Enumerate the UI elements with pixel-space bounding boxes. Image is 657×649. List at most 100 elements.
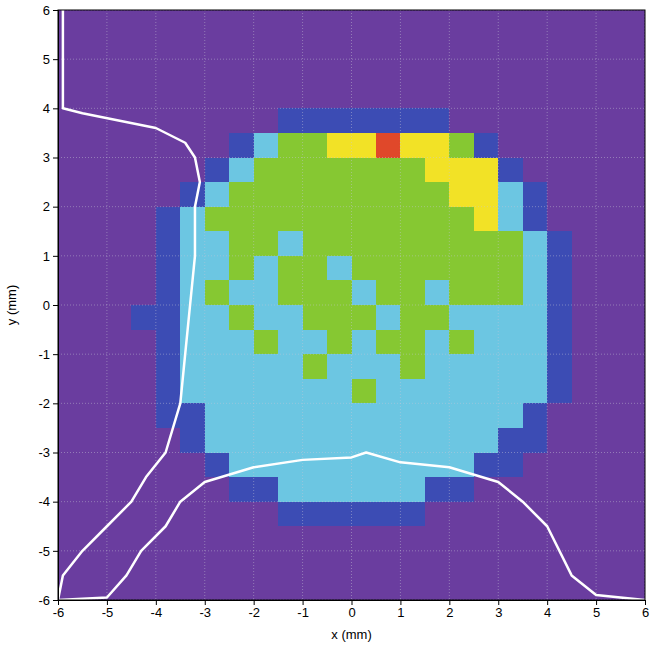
heatmap-cell [156, 354, 181, 379]
heatmap-cell [376, 280, 401, 305]
heatmap-cell [498, 207, 523, 232]
heatmap-cell [400, 502, 425, 527]
heatmap-cell [327, 158, 352, 183]
heatmap-cell [376, 10, 401, 35]
heatmap-cell [303, 403, 328, 428]
heatmap-cell [352, 280, 377, 305]
heatmap-cell [352, 231, 377, 256]
heatmap-cell [425, 231, 450, 256]
heatmap-cell [303, 35, 328, 60]
heatmap-cell [107, 256, 132, 281]
heatmap-cell [474, 84, 499, 109]
grid-line [58, 255, 645, 256]
heatmap-cell [376, 305, 401, 330]
heatmap-cell [180, 526, 205, 551]
heatmap-cell [278, 182, 303, 207]
heatmap-cell [425, 428, 450, 453]
heatmap-cell [596, 305, 621, 330]
heatmap-cell [327, 502, 352, 527]
heatmap-cell [107, 354, 132, 379]
heatmap-cell [449, 551, 474, 576]
tick: 1 [397, 600, 404, 620]
tick: -1 [297, 600, 309, 620]
heatmap-cell [352, 477, 377, 502]
heatmap-cell [303, 108, 328, 133]
heatmap-cell [572, 10, 597, 35]
heatmap-cell [303, 551, 328, 576]
heatmap-cell [229, 182, 254, 207]
tick: 1 [43, 248, 58, 263]
tick: 0 [43, 298, 58, 313]
heatmap-cell [254, 10, 279, 35]
heatmap-cell [278, 453, 303, 478]
heatmap-cell [547, 59, 572, 84]
heatmap-cell [229, 207, 254, 232]
heatmap-cell [278, 84, 303, 109]
heatmap-cell [131, 453, 156, 478]
heatmap-cell [254, 207, 279, 232]
heatmap-cell [400, 158, 425, 183]
heatmap-cell [327, 108, 352, 133]
heatmap-cell [621, 59, 645, 84]
heatmap-cell [474, 231, 499, 256]
heatmap-cell [425, 305, 450, 330]
tick-label: -2 [248, 605, 260, 620]
heatmap-cell [449, 428, 474, 453]
heatmap-cell [596, 231, 621, 256]
heatmap-cell [449, 280, 474, 305]
heatmap-cell [58, 182, 83, 207]
heatmap-cell [547, 305, 572, 330]
y-axis: -6-5-4-3-2-10123456 [38, 3, 58, 608]
heatmap-cell [596, 182, 621, 207]
tick-mark [53, 108, 58, 109]
heatmap-cell [205, 379, 230, 404]
heatmap-cell [400, 207, 425, 232]
heatmap-cell [572, 403, 597, 428]
heatmap-cell [572, 453, 597, 478]
heatmap-cell [572, 207, 597, 232]
heatmap-cell [547, 354, 572, 379]
heatmap-cell [254, 59, 279, 84]
plot-area [58, 10, 645, 600]
tick-label: -2 [38, 396, 50, 411]
heatmap-cell [352, 84, 377, 109]
grid [58, 10, 645, 600]
heatmap-cell [400, 133, 425, 158]
heatmap-cell [547, 158, 572, 183]
heatmap-cell [596, 526, 621, 551]
heatmap-cell [180, 428, 205, 453]
tick: 6 [43, 3, 58, 18]
heatmap-cell [596, 207, 621, 232]
heatmap-cell [107, 305, 132, 330]
tick-label: -5 [102, 605, 114, 620]
heatmap-cell [156, 280, 181, 305]
tick-mark [53, 305, 58, 306]
heatmap-cell [425, 84, 450, 109]
heatmap-cell [327, 477, 352, 502]
heatmap-cell [400, 354, 425, 379]
heatmap-cell [425, 280, 450, 305]
heatmap-cell [449, 158, 474, 183]
heatmap-cell [205, 403, 230, 428]
heatmap-cell [131, 428, 156, 453]
heatmap-cell [58, 502, 83, 527]
heatmap-cell [572, 280, 597, 305]
heatmap-cell [474, 207, 499, 232]
heatmap-cell [303, 84, 328, 109]
heatmap-cell [156, 477, 181, 502]
x-axis-title: x (mm) [331, 627, 371, 642]
heatmap-cell [596, 108, 621, 133]
heatmap-cell [205, 207, 230, 232]
heatmap-cell [425, 108, 450, 133]
heatmap-cell [327, 207, 352, 232]
grid-line [302, 10, 303, 600]
heatmap-cell [474, 10, 499, 35]
heatmap-cell [352, 502, 377, 527]
heatmap-cell [474, 280, 499, 305]
heatmap-cell [425, 256, 450, 281]
heatmap-cell [596, 403, 621, 428]
heatmap-cell [498, 108, 523, 133]
tick-label: -4 [151, 605, 163, 620]
heatmap-cell [596, 84, 621, 109]
heatmap-cell [327, 551, 352, 576]
